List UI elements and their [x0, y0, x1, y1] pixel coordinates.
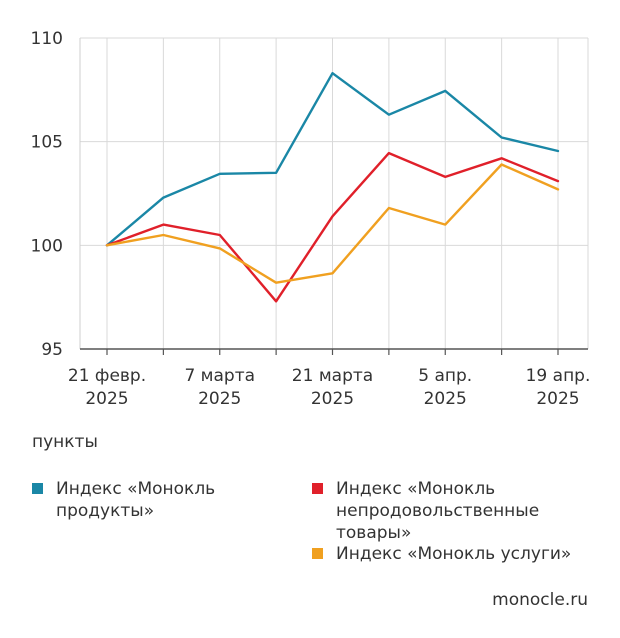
legend-item-products: Индекс «Монокль продукты» — [32, 478, 215, 522]
x-tick-label-year: 2025 — [85, 389, 128, 409]
x-tick-label-year: 2025 — [536, 389, 579, 409]
axes — [80, 348, 588, 355]
x-tick-label-year: 2025 — [311, 389, 354, 409]
y-tick-label: 100 — [31, 236, 63, 256]
x-tick-label: 5 апр. — [418, 366, 472, 386]
y-tick-labels: 95 100 105 110 — [31, 29, 63, 360]
legend-label: Индекс «Монокль услуги» — [336, 544, 572, 564]
legend-item-nonfood: Индекс «Монокль непродовольственные това… — [312, 478, 539, 544]
x-tick-label: 7 марта — [184, 366, 255, 386]
series-line-2 — [105, 163, 560, 284]
grid — [79, 37, 589, 349]
legend-label: Индекс «Монокль непродовольственные това… — [336, 479, 540, 543]
y-tick-label: 95 — [41, 340, 63, 360]
series-line-1 — [105, 151, 560, 303]
series-line-0 — [105, 71, 560, 247]
y-tick-label: 110 — [31, 29, 63, 49]
x-tick-labels: 21 февр. 2025 7 марта 2025 21 марта 2025 5 апр… — [68, 366, 591, 409]
x-tick-label-year: 2025 — [424, 389, 467, 409]
legend-swatch — [32, 483, 43, 494]
legend-swatch — [312, 548, 323, 559]
units-label: пункты — [32, 432, 98, 452]
x-tick-label: 21 февр. — [68, 366, 146, 386]
x-tick-label: 19 апр. — [526, 366, 591, 386]
legend-item-services: Индекс «Монокль услуги» — [312, 543, 571, 565]
legend-swatch — [312, 483, 323, 494]
x-tick-label-year: 2025 — [198, 389, 241, 409]
legend-label: Индекс «Монокль продукты» — [56, 479, 216, 521]
source-label: monocle.ru — [492, 590, 588, 610]
y-tick-label: 105 — [31, 133, 63, 153]
line-chart: 95 100 105 110 21 февр. 2025 7 марта 2025 21 ма… — [31, 29, 591, 409]
series-lines — [105, 71, 560, 303]
x-tick-label: 21 марта — [292, 366, 373, 386]
